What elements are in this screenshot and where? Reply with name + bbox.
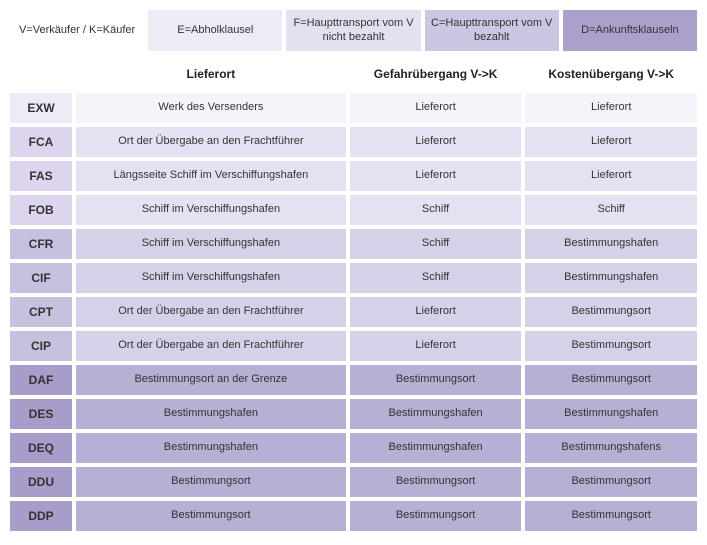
code-cell: FAS [10,161,72,191]
legend-cell-E: E=Abholklausel [148,10,282,51]
gefahr-cell: Schiff [350,263,522,293]
kosten-cell: Bestimmungshafen [525,399,697,429]
kosten-cell: Bestimmungshafens [525,433,697,463]
rows-container: EXWWerk des VersendersLieferortLieferort… [10,93,697,531]
kosten-cell: Bestimmungsort [525,467,697,497]
legend-cell-D: D=Ankunftsklauseln [563,10,697,51]
code-cell: DDU [10,467,72,497]
lieferort-cell: Werk des Versenders [76,93,346,123]
gefahr-cell: Lieferort [350,93,522,123]
table-row: CPTOrt der Übergabe an den FrachtführerL… [10,297,697,327]
lieferort-cell: Schiff im Verschiffungshafen [76,195,346,225]
gefahr-cell: Bestimmungshafen [350,399,522,429]
code-cell: DDP [10,501,72,531]
table-row: DDPBestimmungsortBestimmungsortBestimmun… [10,501,697,531]
gefahr-cell: Bestimmungshafen [350,433,522,463]
table-row: CIPOrt der Übergabe an den FrachtführerL… [10,331,697,361]
kosten-cell: Lieferort [525,127,697,157]
header-row: Lieferort Gefahrübergang V->K Kostenüber… [10,61,697,87]
lieferort-cell: Ort der Übergabe an den Frachtführer [76,127,346,157]
gefahr-cell: Bestimmungsort [350,467,522,497]
code-cell: DEQ [10,433,72,463]
table-row: DESBestimmungshafenBestimmungshafenBesti… [10,399,697,429]
table-row: EXWWerk des VersendersLieferortLieferort [10,93,697,123]
kosten-cell: Bestimmungsort [525,297,697,327]
header-kosten: Kostenübergang V->K [525,61,697,87]
code-cell: DAF [10,365,72,395]
lieferort-cell: Ort der Übergabe an den Frachtführer [76,297,346,327]
table-row: DAFBestimmungsort an der GrenzeBestimmun… [10,365,697,395]
code-cell: CIP [10,331,72,361]
kosten-cell: Lieferort [525,161,697,191]
legend-cell-V: V=Verkäufer / K=Käufer [10,10,144,51]
code-cell: FOB [10,195,72,225]
lieferort-cell: Bestimmungsort [76,501,346,531]
gefahr-cell: Lieferort [350,297,522,327]
gefahr-cell: Schiff [350,229,522,259]
kosten-cell: Bestimmungsort [525,331,697,361]
lieferort-cell: Bestimmungshafen [76,399,346,429]
kosten-cell: Bestimmungsort [525,365,697,395]
legend-cell-C: C=Haupttransport vom V bezahlt [425,10,559,51]
lieferort-cell: Schiff im Verschiffungshafen [76,229,346,259]
code-cell: CFR [10,229,72,259]
kosten-cell: Lieferort [525,93,697,123]
table-row: CIFSchiff im VerschiffungshafenSchiffBes… [10,263,697,293]
lieferort-cell: Bestimmungsort an der Grenze [76,365,346,395]
table-row: FASLängsseite Schiff im Verschiffungshaf… [10,161,697,191]
header-lieferort: Lieferort [76,61,346,87]
kosten-cell: Bestimmungshafen [525,229,697,259]
kosten-cell: Schiff [525,195,697,225]
kosten-cell: Bestimmungshafen [525,263,697,293]
code-cell: FCA [10,127,72,157]
gefahr-cell: Lieferort [350,161,522,191]
code-cell: CPT [10,297,72,327]
lieferort-cell: Bestimmungshafen [76,433,346,463]
table-row: FCAOrt der Übergabe an den FrachtführerL… [10,127,697,157]
gefahr-cell: Bestimmungsort [350,365,522,395]
lieferort-cell: Ort der Übergabe an den Frachtführer [76,331,346,361]
gefahr-cell: Lieferort [350,331,522,361]
table-row: FOBSchiff im VerschiffungshafenSchiffSch… [10,195,697,225]
lieferort-cell: Bestimmungsort [76,467,346,497]
header-blank [10,61,72,87]
legend-row: V=Verkäufer / K=KäuferE=AbholklauselF=Ha… [10,10,697,51]
gefahr-cell: Schiff [350,195,522,225]
code-cell: CIF [10,263,72,293]
gefahr-cell: Lieferort [350,127,522,157]
code-cell: EXW [10,93,72,123]
table-row: DDUBestimmungsortBestimmungsortBestimmun… [10,467,697,497]
legend-cell-F: F=Haupttransport vom V nicht bezahlt [286,10,420,51]
lieferort-cell: Schiff im Verschiffungshafen [76,263,346,293]
gefahr-cell: Bestimmungsort [350,501,522,531]
table-row: DEQBestimmungshafenBestimmungshafenBesti… [10,433,697,463]
header-gefahr: Gefahrübergang V->K [350,61,522,87]
kosten-cell: Bestimmungsort [525,501,697,531]
lieferort-cell: Längsseite Schiff im Verschiffungshafen [76,161,346,191]
table-row: CFRSchiff im VerschiffungshafenSchiffBes… [10,229,697,259]
code-cell: DES [10,399,72,429]
